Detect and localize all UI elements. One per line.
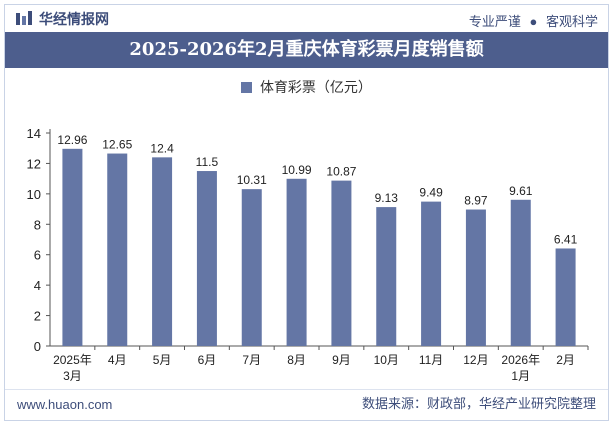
bar [241,189,262,346]
x-tick-label: 4月 [108,353,127,367]
data-label: 6.41 [554,232,578,246]
data-label: 12.96 [57,133,87,147]
data-label: 11.5 [196,155,219,169]
footer-divider [5,389,608,390]
data-label: 10.87 [326,165,356,179]
bar [421,201,442,346]
x-tick-label: 6月 [198,353,217,367]
y-tick-label: 10 [27,187,41,202]
bar [376,207,397,346]
data-label: 10.99 [282,163,312,177]
x-tick-label: 2月 [556,353,575,367]
x-tick-label: 9月 [332,353,351,367]
x-tick-label: 5月 [153,353,172,367]
legend: 体育彩票（亿元） [5,77,608,97]
data-label: 12.65 [102,138,132,152]
footer-website: www.huaon.com [17,397,113,412]
x-tick-label: 7月 [242,353,261,367]
bar [152,157,173,346]
y-tick-label: 4 [34,278,41,293]
tagline-right: 客观科学 [545,14,598,29]
x-tick-label: 2025年 [53,353,92,367]
brand-logo-icon [16,11,32,25]
footer-source: 数据来源：财政部，华经产业研究院整理 [361,396,596,411]
bar [196,171,217,346]
bar [465,209,486,346]
y-tick-label: 14 [27,126,41,141]
data-label: 9.13 [375,191,399,205]
x-tick-label: 11月 [419,353,443,367]
bar [107,153,128,346]
x-tick-label: 1月 [511,369,530,383]
top-bar: 华经情报网 专业严谨 ● 客观科学 [5,5,608,31]
legend-swatch-icon [241,82,253,93]
data-label: 10.31 [237,173,267,187]
x-tick-label: 2026年 [501,353,540,367]
bar [331,180,352,346]
y-tick-label: 6 [34,248,41,263]
legend-label: 体育彩票（亿元） [259,79,372,95]
x-tick-label: 10月 [374,353,399,367]
tagline: 专业严谨 ● 客观科学 [469,11,598,30]
y-tick-label: 2 [34,309,41,324]
chart-frame: 华经情报网 专业严谨 ● 客观科学 2025-2026年2月重庆体育彩票月度销售… [4,4,609,421]
brand-name: 华经情报网 [39,11,109,27]
y-tick-label: 0 [34,339,41,354]
chart-title: 2025-2026年2月重庆体育彩票月度销售额 [5,32,608,68]
data-label: 9.61 [509,184,533,198]
tagline-left: 专业严谨 [468,14,521,29]
x-tick-label: 8月 [287,353,306,367]
bar [555,248,576,346]
tagline-dot-icon: ● [529,14,538,29]
data-label: 9.49 [419,186,443,200]
y-tick-label: 12 [27,156,41,171]
brand: 华经情报网 [15,9,109,29]
bar [510,199,531,346]
bar [286,178,307,346]
data-label: 8.97 [464,194,488,208]
x-tick-label: 3月 [63,369,82,383]
y-tick-label: 8 [34,217,41,232]
bar [62,148,83,346]
x-tick-label: 12月 [463,353,488,367]
data-label: 12.4 [150,141,174,155]
